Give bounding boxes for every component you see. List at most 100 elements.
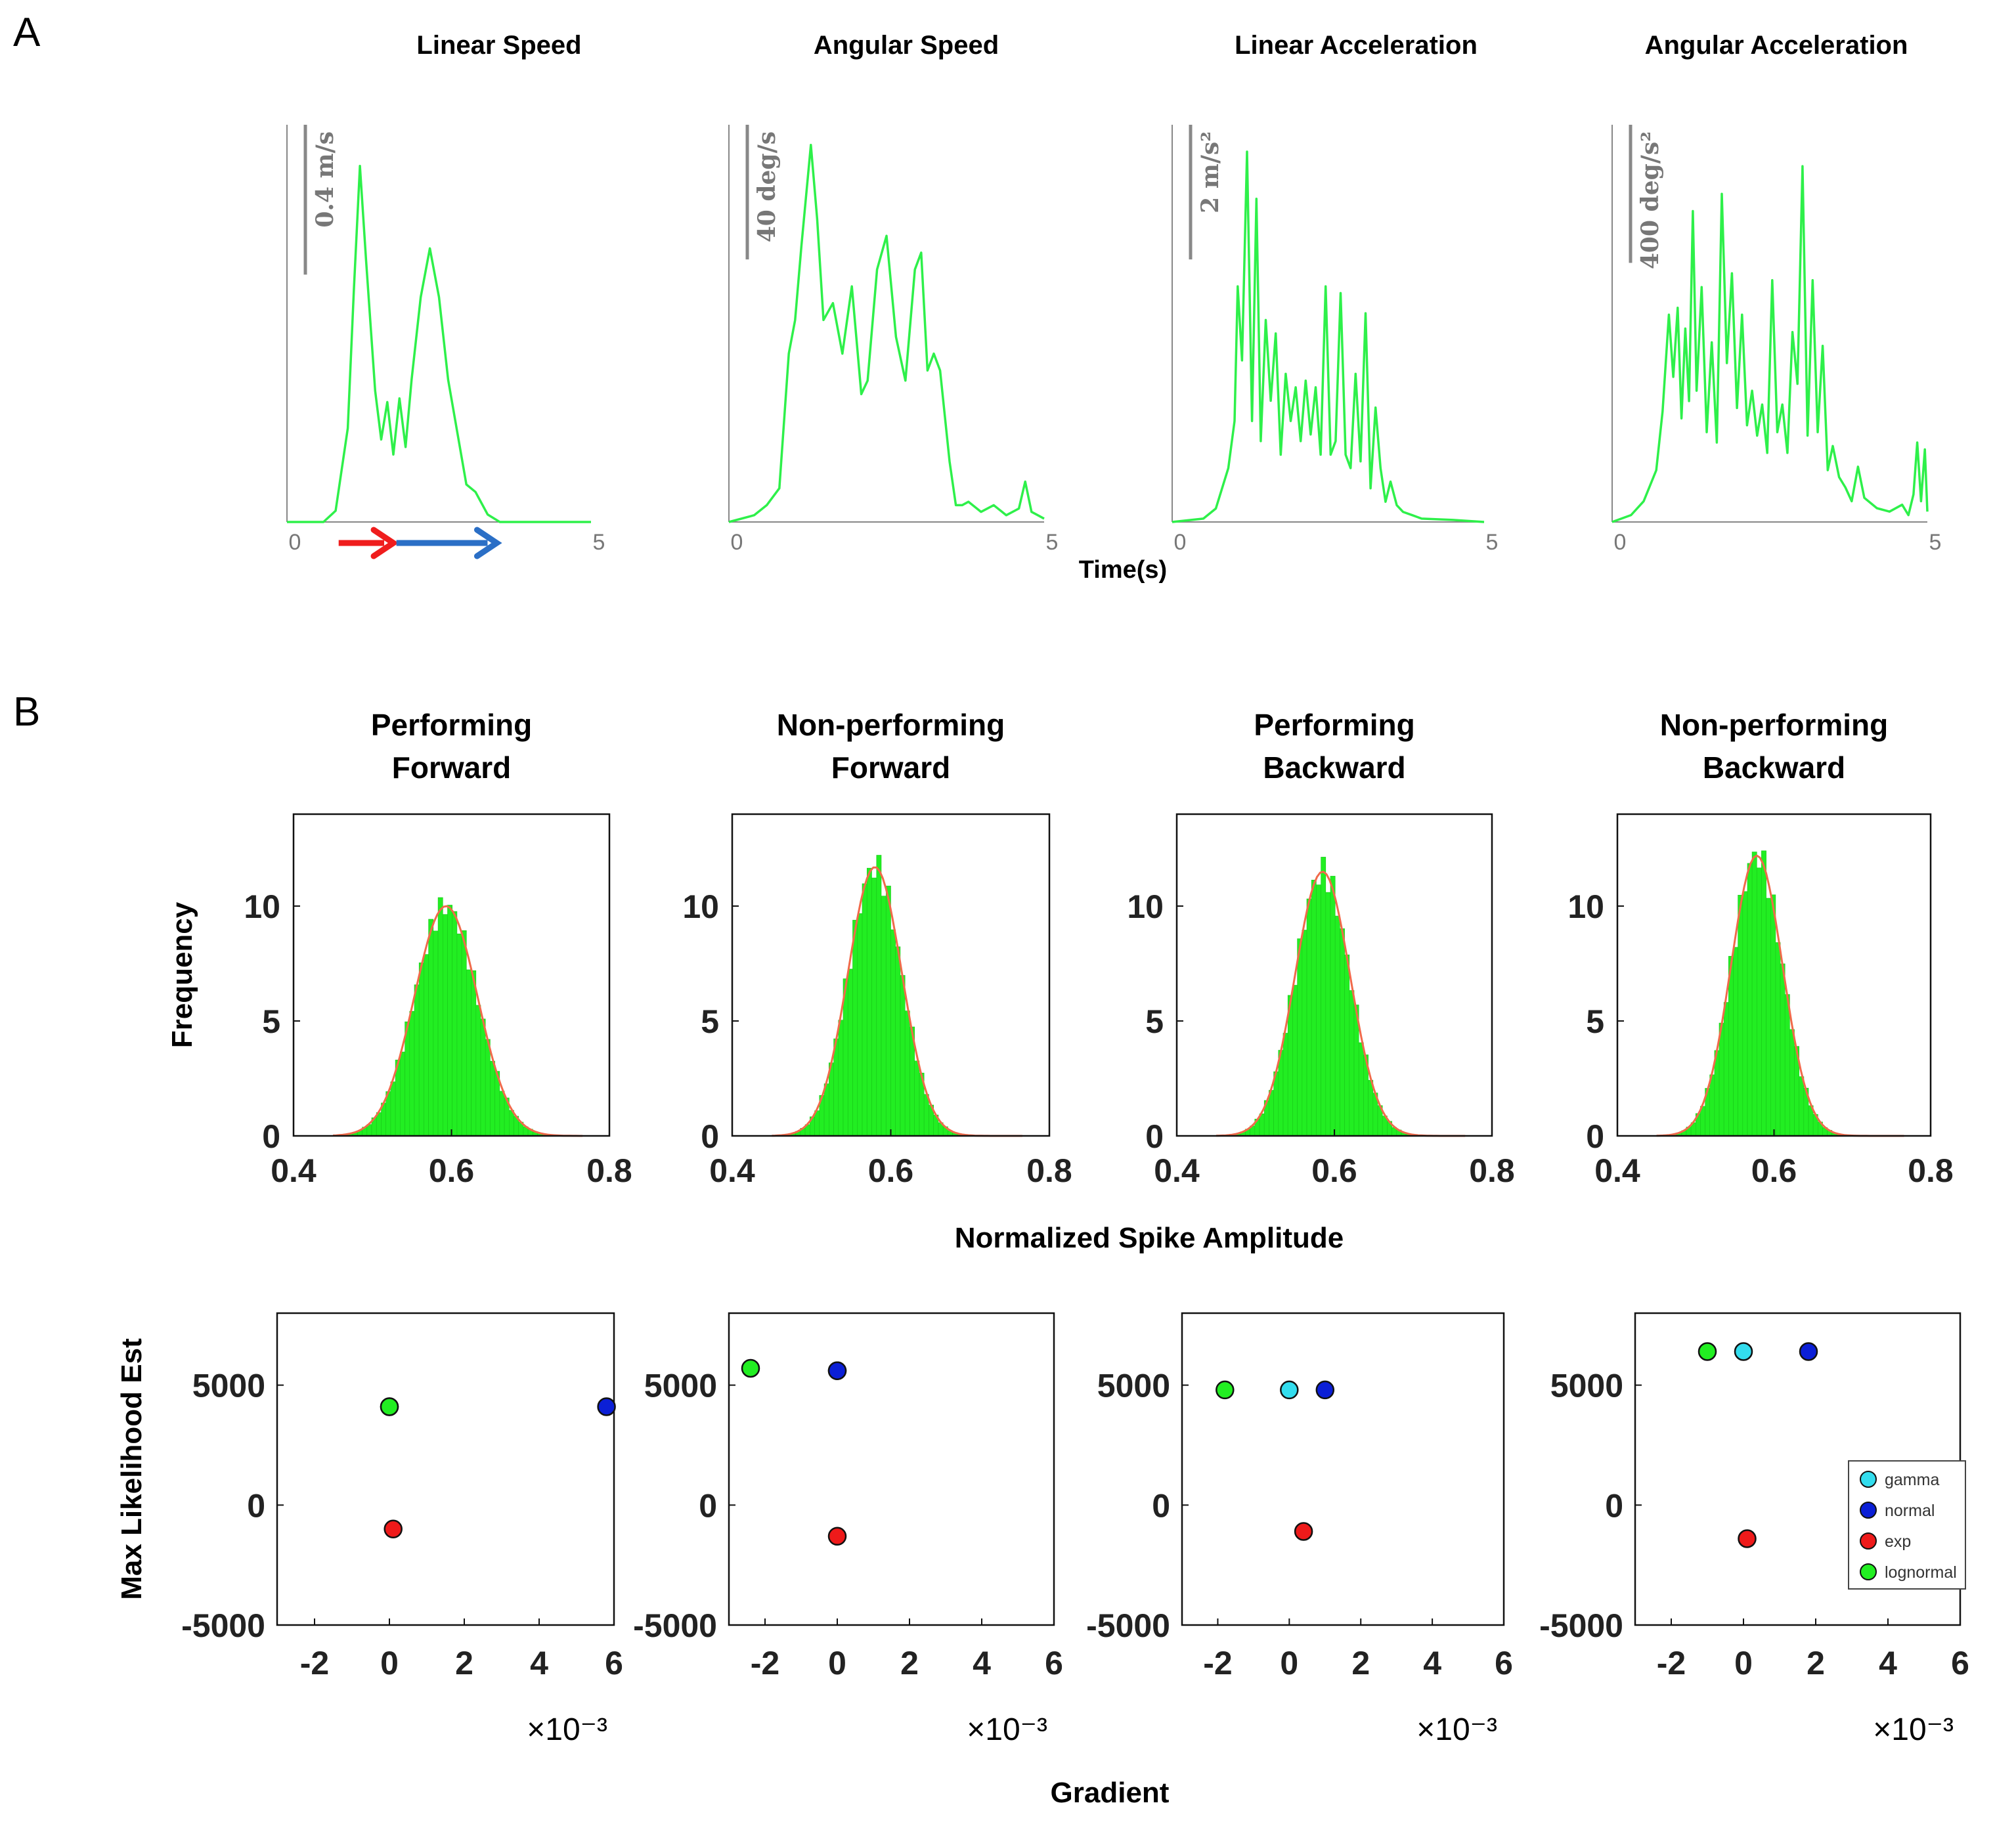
legend-marker-normal (1860, 1502, 1877, 1519)
histogram-bar (876, 855, 882, 1137)
point-exp (827, 1527, 847, 1546)
histogram-bar (1742, 891, 1748, 1137)
histogram-bar (409, 1010, 415, 1137)
histogram-bar (862, 883, 867, 1137)
scale-bar-label: 40 deg/s (753, 131, 781, 242)
point-lognormal (1216, 1380, 1235, 1400)
x-tick-label: 0 (828, 1645, 846, 1681)
y-tick-label: -5000 (1539, 1607, 1623, 1644)
x-exponent-label: ×10⁻³ (1416, 1712, 1497, 1747)
x-tick-label: 2 (1351, 1645, 1370, 1681)
x-tick-label: 5 (1046, 530, 1059, 555)
phase-arrow-head (370, 527, 399, 559)
y-tick-label: 5000 (1550, 1368, 1623, 1404)
histogram-title-line1: Performing (371, 708, 532, 742)
trace-panel-4: Angular Acceleration 400 deg/s² 0 5 (1611, 31, 1942, 555)
point-exp (383, 1519, 403, 1539)
histogram-bar (1321, 857, 1326, 1137)
x-tick-label: 0 (380, 1645, 399, 1681)
histogram-panel-4: Non-performing Backward 0 5 10 0.4 0.6 0.8 (1567, 708, 1953, 1189)
histogram-bar (1770, 894, 1776, 1137)
scale-bar-label: 400 deg/s² (1636, 131, 1664, 269)
histogram-bar (1799, 1076, 1805, 1137)
point-gamma (1280, 1380, 1299, 1400)
x-tick-label: 5 (1929, 530, 1942, 555)
x-tick-label: 5 (593, 530, 605, 555)
x-tick-label: 0.6 (1751, 1152, 1797, 1189)
x-tick-label: -2 (1657, 1645, 1686, 1681)
y-tick-label: 10 (682, 888, 719, 925)
panel-label-b: B (13, 689, 40, 735)
trace-panel-3: Linear Acceleration 2 m/s² 0 5 (1172, 31, 1498, 555)
x-tick-label: 0.6 (1311, 1152, 1357, 1189)
y-tick-label: 0 (1145, 1118, 1164, 1155)
x-exponent-label: ×10⁻³ (527, 1712, 607, 1747)
x-tick-label: 0.8 (1026, 1152, 1072, 1189)
histogram-bar (1757, 867, 1762, 1137)
x-tick-label: 0 (289, 530, 301, 555)
histogram-bar (1780, 963, 1786, 1137)
histogram-title-line2: Backward (1703, 750, 1845, 785)
fit-curve (333, 905, 583, 1137)
y-axis-title: Max Likelihood Est (116, 1338, 148, 1600)
likelihood-panel-1: -5000 0 5000 -2 0 2 4 6 ×10⁻³ Max Likelihood Est (116, 1312, 623, 1747)
point-normal (597, 1397, 616, 1416)
histogram-bar (1775, 942, 1781, 1137)
legend-marker-exp (1860, 1532, 1877, 1550)
histogram-bar (1733, 947, 1738, 1137)
histogram-bar (848, 968, 853, 1137)
histogram-bar (1302, 930, 1307, 1137)
legend-label-normal: normal (1885, 1502, 1935, 1520)
histogram-bar (1709, 1074, 1715, 1137)
histogram-bar (814, 1110, 820, 1137)
x-tick-label: -2 (1203, 1645, 1232, 1681)
histogram-bar (475, 1005, 481, 1137)
legend-marker-gamma (1860, 1471, 1877, 1488)
likelihood-panel-3: -5000 0 5000 -2 0 2 4 6 ×10⁻³ (1086, 1312, 1513, 1747)
histogram-bar (508, 1110, 514, 1137)
histogram-bar (904, 1010, 910, 1137)
point-exp (1294, 1522, 1313, 1541)
histogram-bar (1766, 898, 1772, 1137)
trace-line (287, 165, 591, 523)
likelihood-panel-2: -5000 0 5000 -2 0 2 4 6 ×10⁻³ (633, 1312, 1063, 1747)
scale-bar-label: 0.4 m/s (311, 131, 339, 228)
time-axis-title: Time(s) (1079, 556, 1167, 584)
x-tick-label: 2 (900, 1645, 919, 1681)
y-tick-label: -5000 (633, 1607, 717, 1644)
histogram-bar (1358, 1042, 1364, 1137)
x-tick-label: 0.6 (868, 1152, 914, 1189)
trace-title: Linear Acceleration (1235, 31, 1478, 60)
x-exponent-label: ×10⁻³ (967, 1712, 1047, 1747)
histogram-bar (895, 946, 901, 1137)
histogram-title-line2: Forward (831, 750, 950, 785)
y-tick-label: 5 (701, 1003, 719, 1040)
plot-frame (728, 1312, 1055, 1626)
histogram-bar (1723, 1002, 1729, 1137)
y-tick-label: 5 (262, 1003, 280, 1040)
x-tick-label: 0 (1280, 1645, 1298, 1681)
x-tick-label: 0 (731, 530, 743, 555)
histogram-bar (1325, 892, 1331, 1137)
histogram-bar (390, 1081, 396, 1137)
point-normal (1315, 1380, 1335, 1400)
histogram-bar (867, 867, 872, 1137)
legend-label-lognormal: lognormal (1885, 1563, 1957, 1582)
y-axis-title: Frequency (166, 901, 198, 1048)
y-tick-label: 5000 (1097, 1368, 1170, 1404)
histogram-bar (399, 1051, 405, 1137)
trace-title: Angular Acceleration (1645, 31, 1908, 60)
scale-bar-label: 2 m/s² (1196, 131, 1224, 213)
x-tick-label: 0.6 (429, 1152, 475, 1189)
histogram-bar (1330, 876, 1336, 1137)
x-tick-label: 4 (973, 1645, 991, 1681)
x-tick-label: -2 (751, 1645, 779, 1681)
histogram-title-line1: Non-performing (777, 708, 1005, 742)
trace-line (1172, 150, 1485, 523)
histogram-title-line2: Backward (1263, 750, 1405, 785)
histogram-bar (914, 1060, 920, 1137)
histogram-bar (838, 1020, 844, 1137)
histogram-row: Performing Forward 0 5 10 0.4 0.6 0.8 Frequency N… (166, 708, 1954, 1189)
y-tick-label: -5000 (181, 1607, 265, 1644)
